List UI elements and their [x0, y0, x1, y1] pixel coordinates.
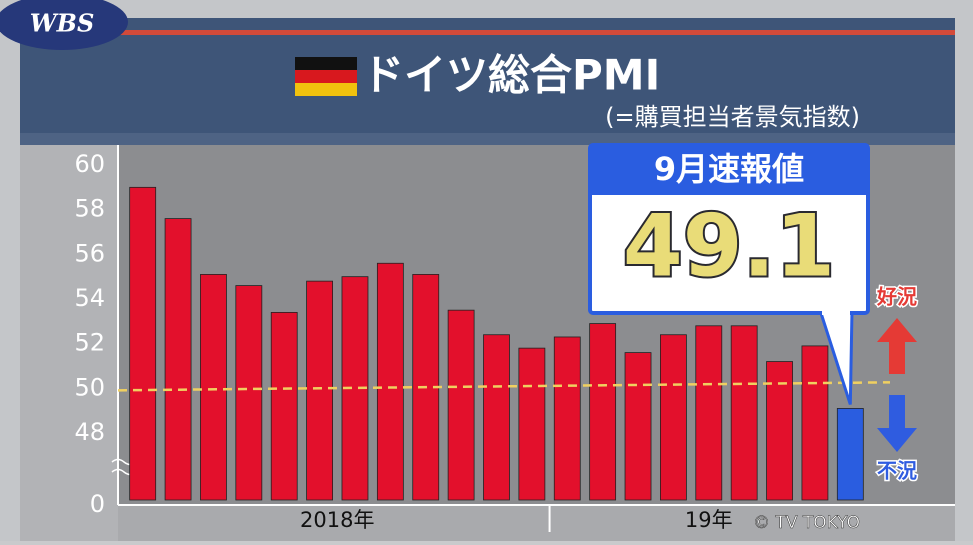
- y-tick-label: 58: [74, 195, 105, 223]
- down-arrow: [877, 395, 917, 452]
- y-tick-label: 48: [74, 418, 105, 446]
- x-group-label: 2018年: [300, 508, 374, 532]
- bar: [589, 323, 617, 501]
- bar: [235, 285, 263, 501]
- bar: [730, 325, 758, 501]
- logo: WBS: [30, 9, 95, 38]
- y-tick-label: 60: [74, 150, 105, 178]
- flag-gold: [295, 83, 357, 96]
- reference-line: [117, 381, 891, 392]
- bar: [695, 325, 723, 501]
- bar: [836, 408, 864, 501]
- flag-red: [295, 70, 357, 83]
- callout-value: 49.1: [623, 196, 835, 296]
- callout-header: [590, 145, 868, 195]
- bar: [376, 262, 404, 501]
- callout-pointer-cover: [822, 308, 850, 315]
- bar: [483, 334, 510, 501]
- y-tick-label: 54: [74, 284, 105, 312]
- y-tick-label: 56: [74, 239, 105, 267]
- x-group-label: 19年: [685, 508, 733, 532]
- chart-subtitle: (=購買担当者景気指数): [605, 103, 860, 131]
- bar: [270, 311, 298, 501]
- bar: [518, 347, 546, 501]
- y-tick-label: 50: [74, 373, 105, 401]
- copyright: © TV TOKYO: [753, 513, 860, 533]
- bar: [660, 334, 687, 501]
- up-label: 好況: [876, 285, 917, 309]
- bar: [129, 186, 157, 501]
- bar: [200, 274, 227, 501]
- y-axis-band: [20, 145, 118, 541]
- down-label: 不況: [877, 459, 917, 483]
- header: [20, 18, 955, 133]
- bar: [164, 218, 192, 501]
- header-stripe: [60, 30, 955, 35]
- bar: [447, 309, 475, 501]
- flag-black: [295, 57, 357, 70]
- chart-title: ドイツ総合PMI: [362, 51, 660, 100]
- bar: [553, 336, 581, 501]
- bar: [624, 352, 652, 501]
- bar: [801, 345, 829, 501]
- up-arrow: [877, 318, 917, 374]
- logo-badge: [0, 0, 128, 50]
- callout-title: 9月速報値: [654, 150, 804, 188]
- x-axis-band: [118, 505, 955, 541]
- bar: [306, 280, 333, 501]
- y-baseline-label: 0: [90, 490, 105, 518]
- y-tick-label: 52: [74, 329, 105, 357]
